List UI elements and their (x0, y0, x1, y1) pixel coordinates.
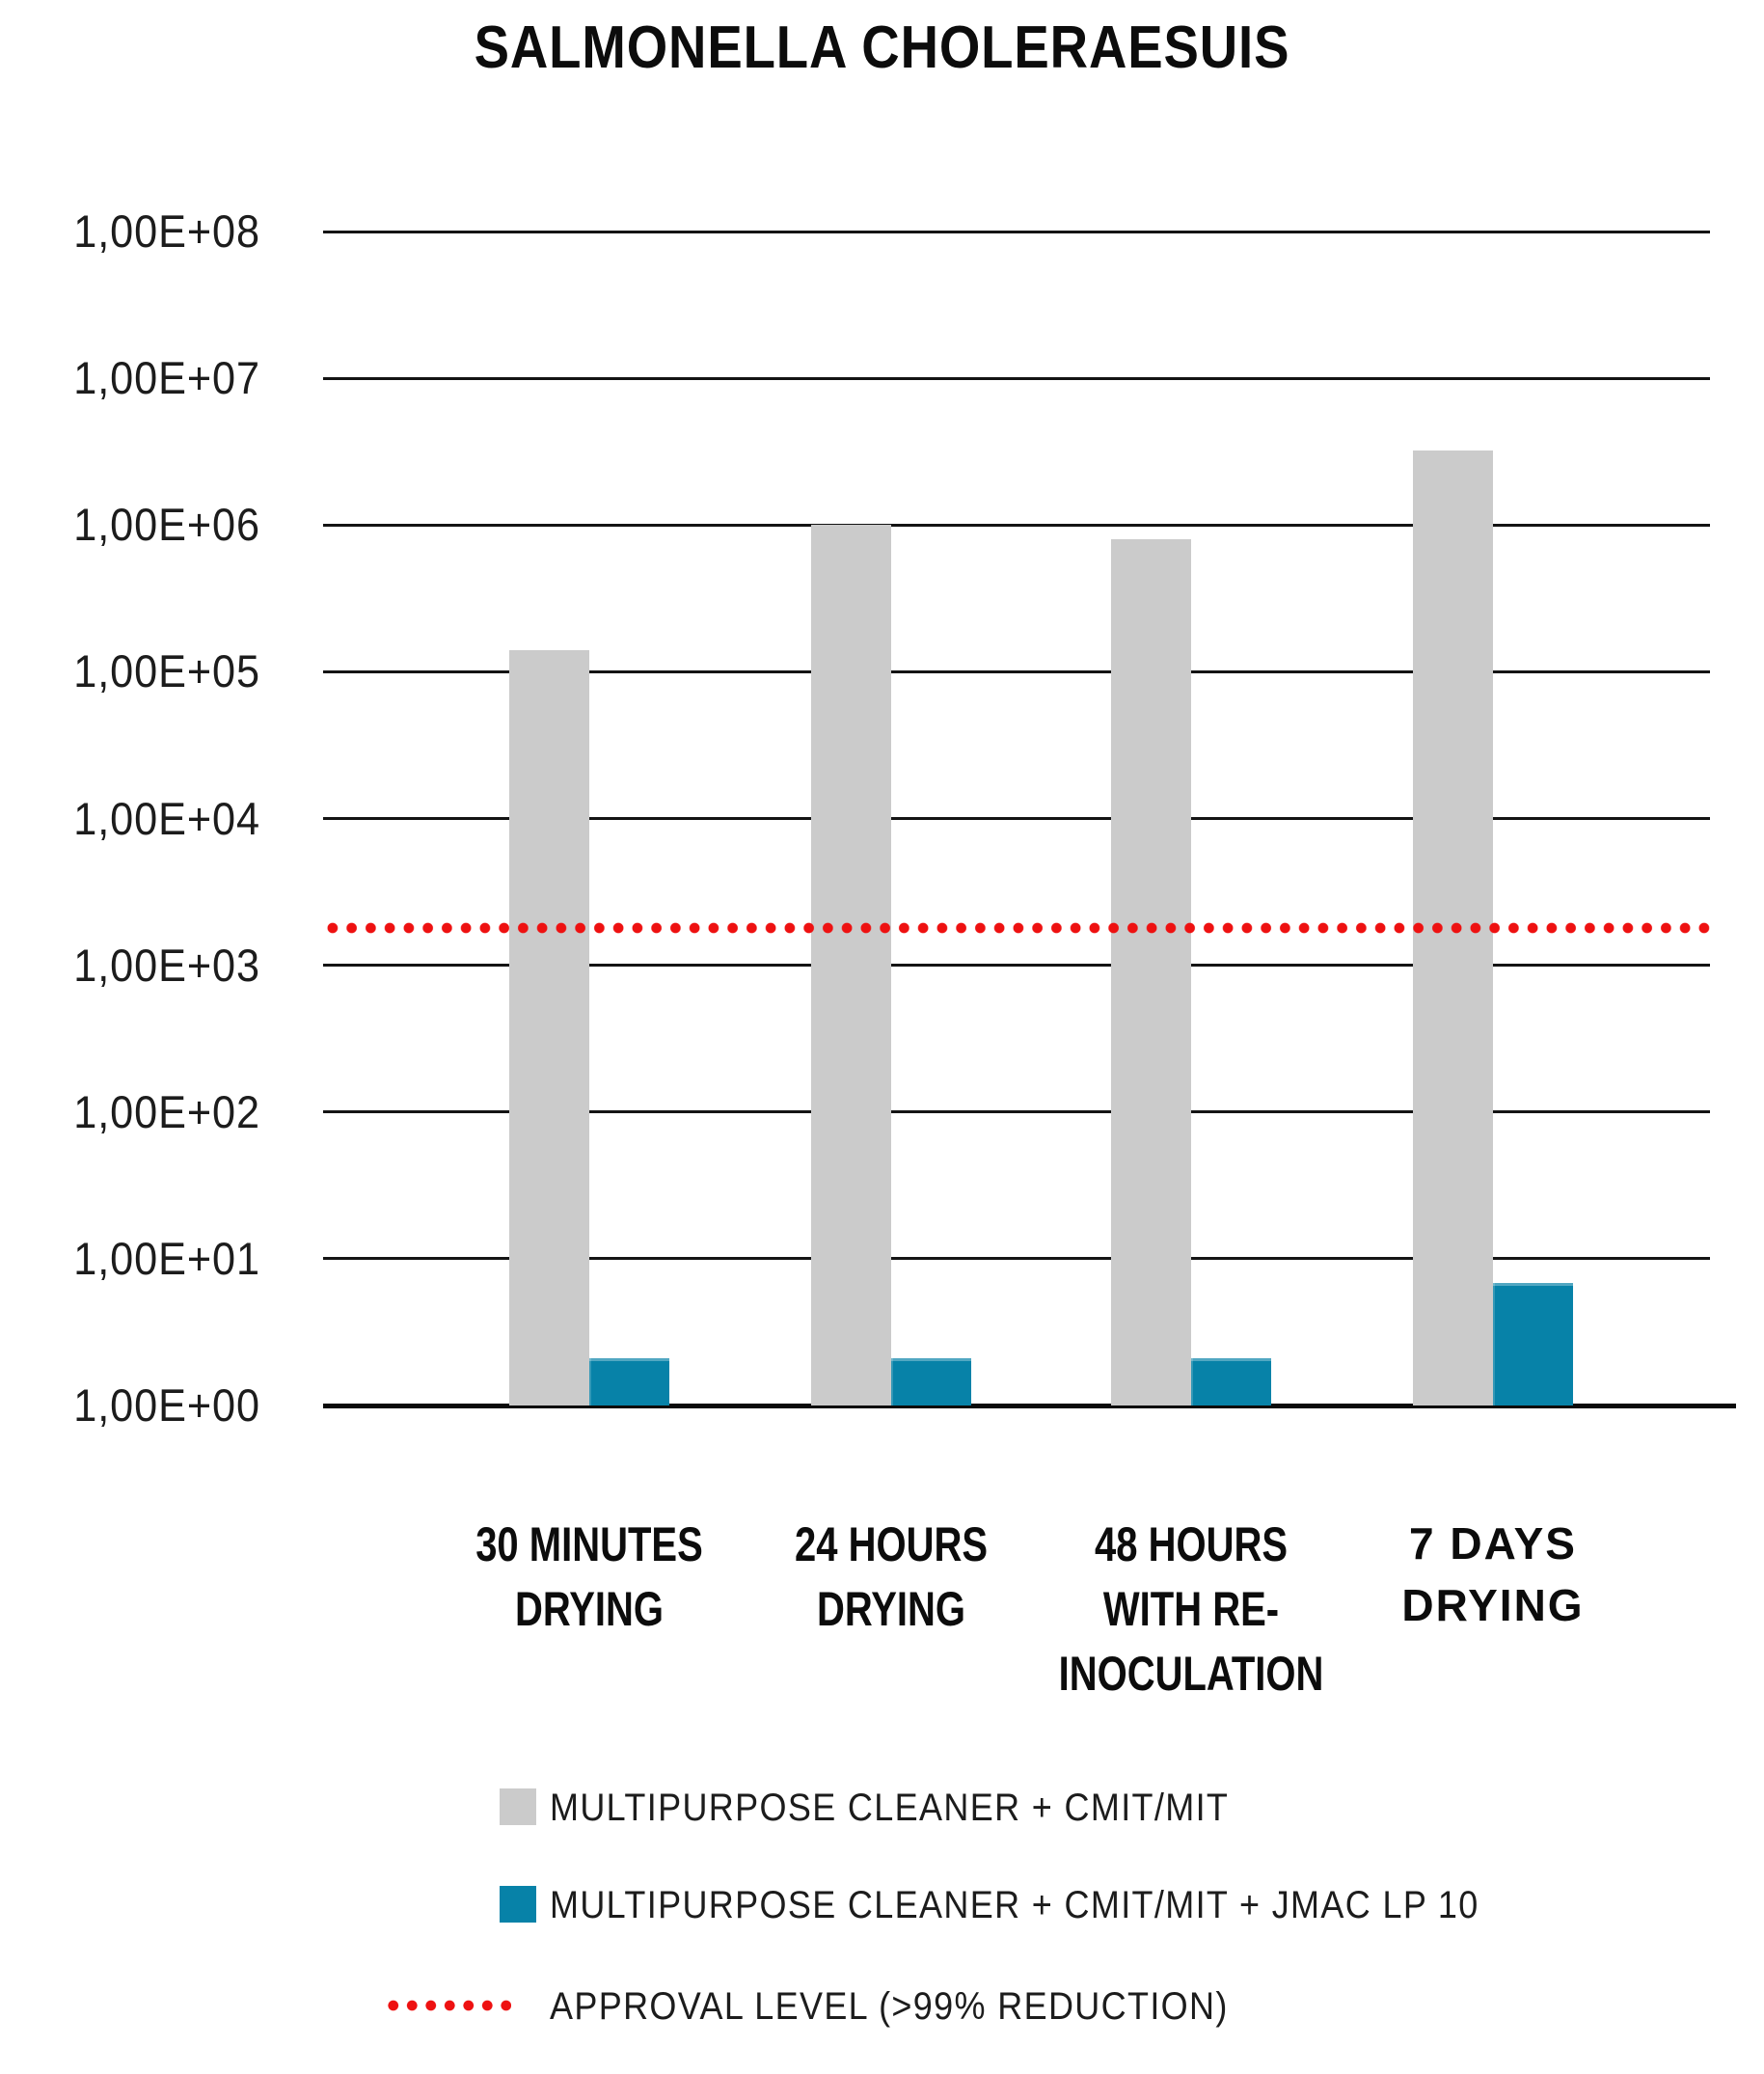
y-axis-tick-label: 1,00E+08 (73, 205, 260, 257)
bar-series-2-category-3 (1191, 1357, 1271, 1405)
y-axis-tick-label: 1,00E+06 (73, 499, 260, 551)
approval-level-line (323, 920, 1710, 935)
y-axis-tick-label: 1,00E+01 (73, 1232, 260, 1284)
gridline (323, 817, 1710, 820)
bar-series-2-category-1 (589, 1357, 669, 1405)
gridline (323, 376, 1710, 380)
gridline (323, 1257, 1710, 1261)
gridline (323, 669, 1710, 673)
gridline (323, 964, 1710, 968)
y-axis-tick-label: 1,00E+07 (73, 352, 260, 404)
bar-series-1-category-3 (1111, 538, 1191, 1405)
legend-item: MULTIPURPOSE CLEANER + CMIT/MIT + JMAC L… (384, 1884, 1638, 1926)
x-axis-category-label: 24 HOURS DRYING (794, 1517, 989, 1636)
gridline (323, 230, 1710, 233)
legend-label: MULTIPURPOSE CLEANER + CMIT/MIT (550, 1787, 1230, 1829)
legend-item: APPROVAL LEVEL (>99% REDUCTION) (384, 1985, 1638, 2028)
bar-series-2-category-2 (891, 1357, 971, 1405)
bar-series-1-category-2 (811, 525, 891, 1405)
gridline (323, 523, 1710, 527)
legend-label: APPROVAL LEVEL (>99% REDUCTION) (550, 1985, 1229, 2028)
chart-title: SALMONELLA CHOLERAESUIS (474, 14, 1290, 81)
y-axis-tick-label: 1,00E+03 (73, 939, 260, 991)
gridline (323, 1110, 1710, 1114)
bar-series-1-category-1 (509, 650, 589, 1405)
x-axis-line (323, 1403, 1736, 1408)
y-axis-tick-label: 1,00E+02 (73, 1085, 260, 1137)
y-axis-tick-label: 1,00E+04 (73, 792, 260, 844)
blue-square-swatch (500, 1886, 536, 1923)
x-axis-category-label: 7 DAYS DRYING (1401, 1518, 1585, 1630)
y-axis-tick-label: 1,00E+00 (73, 1379, 260, 1431)
legend-label: MULTIPURPOSE CLEANER + CMIT/MIT + JMAC L… (550, 1884, 1479, 1926)
gray-square-swatch (500, 1788, 536, 1825)
bar-series-2-category-4 (1493, 1283, 1573, 1405)
legend-item: MULTIPURPOSE CLEANER + CMIT/MIT (384, 1787, 1638, 1829)
x-axis-category-label: 48 HOURS WITH RE- INOCULATION (1058, 1517, 1324, 1701)
y-axis-tick-label: 1,00E+05 (73, 645, 260, 697)
red-dots-swatch (384, 1999, 511, 2012)
x-axis-category-label: 30 MINUTES DRYING (475, 1517, 703, 1636)
